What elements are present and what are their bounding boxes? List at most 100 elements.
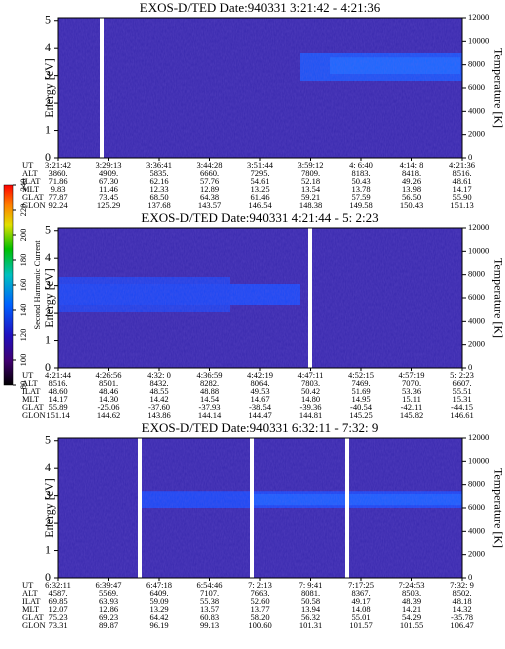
table-cell: -40.54	[350, 402, 373, 412]
y2-tick-label: 0	[468, 362, 472, 372]
row-label: GLON	[22, 410, 46, 420]
table-cell: 8502.	[452, 588, 471, 598]
table-cell: -37.60	[148, 402, 170, 412]
table-cell: 151.13	[450, 200, 473, 210]
table-cell: 96.19	[149, 620, 168, 630]
table-cell: 7:32: 9	[450, 580, 474, 590]
y2-tick-label: 10000	[468, 35, 489, 45]
row-label: ILAT	[22, 176, 41, 186]
table-cell: 4:21:36	[449, 160, 475, 170]
table-cell: -39.36	[300, 402, 322, 412]
table-cell: 13.54	[301, 184, 321, 194]
table-cell: 7809.	[301, 168, 320, 178]
colorbar	[3, 184, 14, 386]
table-cell: 63.93	[99, 596, 118, 606]
table-cell: 99.13	[200, 620, 219, 630]
panel-title: EXOS-D/TED Date:940331 6:32:11 - 7:32: 9	[142, 420, 379, 435]
table-cell: 57.76	[200, 176, 219, 186]
table-cell: 8418.	[402, 168, 421, 178]
row-label: GLAT	[22, 192, 45, 202]
y2-tick-label: 2000	[468, 549, 485, 559]
y-tick-label: 0	[45, 150, 51, 164]
table-cell: 14.21	[402, 604, 421, 614]
table-cell: 67.30	[99, 176, 118, 186]
table-cell: 62.16	[149, 176, 168, 186]
y2-tick-label: 10000	[468, 455, 489, 465]
table-cell: 15.11	[402, 394, 421, 404]
row-label: MLT	[22, 394, 40, 404]
table-cell: 146.54	[248, 200, 272, 210]
y-tick-label: 5	[45, 222, 51, 236]
table-cell: 4:36:59	[197, 370, 223, 380]
row-label: MLT	[22, 184, 40, 194]
table-cell: 14.54	[200, 394, 220, 404]
table-cell: 3:44:28	[197, 160, 223, 170]
colorbar-tick-label: 180	[18, 254, 28, 267]
table-cell: 145.82	[400, 410, 423, 420]
y2-tick-label: 6000	[468, 292, 485, 302]
table-cell: 49.26	[402, 176, 421, 186]
table-cell: 53.36	[402, 386, 421, 396]
y-tick-label: 3	[45, 487, 51, 501]
table-cell: 11.46	[99, 184, 118, 194]
table-cell: 50.42	[301, 386, 320, 396]
table-cell: 5569.	[99, 588, 118, 598]
table-cell: 52.60	[250, 596, 269, 606]
row-label: ILAT	[22, 386, 41, 396]
table-cell: 6:54:46	[197, 580, 223, 590]
table-cell: 8183.	[351, 168, 370, 178]
table-cell: 150.43	[400, 200, 423, 210]
table-cell: 48.55	[149, 386, 168, 396]
table-cell: 8503.	[402, 588, 421, 598]
table-cell: 75.23	[48, 612, 67, 622]
y2-tick-label: 12000	[468, 12, 489, 22]
table-cell: 3:29:13	[96, 160, 122, 170]
table-cell: 58.20	[250, 612, 269, 622]
table-cell: 54.29	[402, 612, 421, 622]
y-tick-label: 0	[45, 360, 51, 374]
table-cell: 144.81	[299, 410, 322, 420]
row-label: MLT	[22, 604, 40, 614]
table-cell: 8516.	[48, 378, 67, 388]
y2-tick-label: 8000	[468, 59, 485, 69]
table-cell: 100.60	[248, 620, 271, 630]
table-cell: 55.89	[48, 402, 67, 412]
table-cell: 8432.	[149, 378, 168, 388]
table-cell: -44.15	[451, 402, 473, 412]
table-cell: 14.42	[149, 394, 168, 404]
table-cell: 144.62	[97, 410, 120, 420]
table-cell: 3:36:41	[146, 160, 172, 170]
table-cell: 144.47	[248, 410, 271, 420]
table-cell: 15.31	[452, 394, 471, 404]
table-cell: 7803.	[301, 378, 320, 388]
table-cell: 143.86	[147, 410, 170, 420]
table-cell: 145.25	[349, 410, 372, 420]
colorbar-tick-label: 100	[18, 354, 28, 367]
colorbar-tick-label: 120	[18, 329, 28, 342]
table-cell: 69.23	[99, 612, 118, 622]
row-label: UT	[22, 370, 34, 380]
y-tick-label: 1	[45, 332, 51, 346]
table-cell: 5835.	[149, 168, 168, 178]
table-cell: 14.67	[250, 394, 269, 404]
y2-tick-label: 4000	[468, 525, 485, 535]
y2-tick-label: 12000	[468, 432, 489, 442]
table-cell: 4:21:44	[45, 370, 72, 380]
y-tick-label: 3	[45, 277, 51, 291]
table-cell: 8064.	[250, 378, 269, 388]
table-cell: 14.32	[452, 604, 471, 614]
table-cell: 3:51:44	[247, 160, 274, 170]
table-cell: -38.54	[249, 402, 272, 412]
table-cell: 137.68	[147, 200, 170, 210]
table-cell: 13.98	[402, 184, 421, 194]
table-cell: 12.86	[99, 604, 118, 614]
table-cell: 7: 9:41	[299, 580, 323, 590]
table-cell: 7107.	[200, 588, 219, 598]
row-label: GLAT	[22, 612, 45, 622]
table-cell: 55.01	[351, 612, 370, 622]
table-cell: 48.61	[452, 176, 471, 186]
row-label: ALT	[22, 588, 39, 598]
table-cell: 48.60	[48, 386, 67, 396]
table-cell: 13.78	[351, 184, 370, 194]
